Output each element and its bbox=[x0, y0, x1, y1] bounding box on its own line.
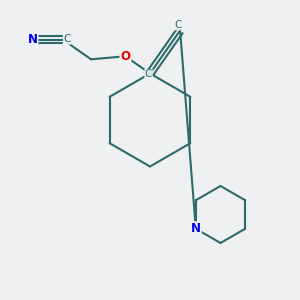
Text: C: C bbox=[175, 20, 182, 30]
Text: C: C bbox=[145, 69, 152, 80]
Text: N: N bbox=[191, 222, 201, 235]
Text: O: O bbox=[120, 50, 130, 63]
Text: C: C bbox=[63, 34, 71, 44]
Text: N: N bbox=[28, 33, 38, 46]
